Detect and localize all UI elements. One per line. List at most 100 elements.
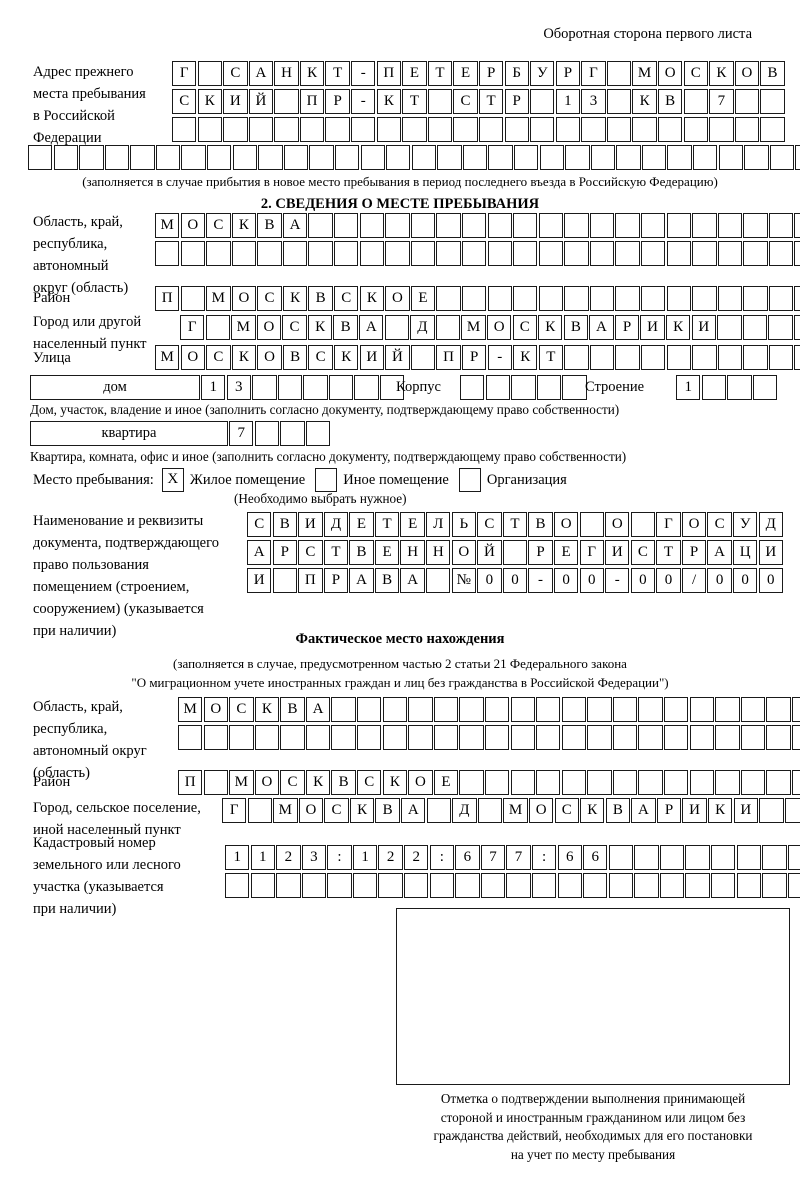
section2-region-row-1-cell-14[interactable]: [487, 213, 512, 238]
prev-address-row-1-cell-13[interactable]: Р: [478, 61, 504, 86]
prev-address-row-1-cell-1[interactable]: Г: [172, 61, 197, 86]
section2-city-row-cell-19[interactable]: И: [640, 315, 665, 340]
section2-street-row-cell-23[interactable]: [717, 345, 743, 370]
prev-address-row-4-cell-29[interactable]: [744, 145, 769, 170]
prev-address-row-1-cell-23[interactable]: О: [734, 61, 760, 86]
prev-address-row-2-cell-8[interactable]: -: [351, 89, 376, 114]
section2-district-row-cell-11[interactable]: Е: [410, 286, 436, 311]
prev-address-row-1-cell-21[interactable]: С: [683, 61, 708, 86]
house-number-cells-cell-1[interactable]: 1: [201, 375, 226, 400]
document-row-3-cell-19[interactable]: 0: [707, 568, 732, 593]
actual-region-row-2-cell-22[interactable]: [715, 725, 740, 750]
actual-city-row-cell-10[interactable]: Д: [452, 798, 477, 823]
cadastral-row-1-cell-23[interactable]: [787, 845, 800, 870]
actual-region-row-1-cell-8[interactable]: [357, 697, 382, 722]
section2-street-row-cell-21[interactable]: [666, 345, 691, 370]
prev-address-row-3-cell-17[interactable]: [581, 117, 606, 142]
prev-address-row-1-cell-12[interactable]: Е: [453, 61, 478, 86]
prev-address-row-2-cell-19[interactable]: К: [632, 89, 657, 114]
actual-region-row-2-cell-21[interactable]: [689, 725, 714, 750]
prev-address-row-3-cell-8[interactable]: [351, 117, 376, 142]
section2-street-row-cell-9[interactable]: И: [359, 345, 385, 370]
section2-city-row-cell-9[interactable]: [384, 315, 410, 340]
actual-region-row-2-cell-11[interactable]: [433, 725, 459, 750]
prev-address-row-2-cell-9[interactable]: К: [376, 89, 402, 114]
document-row-2-cell-2[interactable]: Р: [272, 540, 297, 565]
cadastral-row-1-cell-21[interactable]: [736, 845, 761, 870]
section2-street-row-cell-26[interactable]: [794, 345, 800, 370]
actual-district-row-cell-24[interactable]: [766, 770, 791, 795]
prev-address-row-1-cell-5[interactable]: Н: [274, 61, 299, 86]
prev-address-row-3-cell-22[interactable]: [709, 117, 734, 142]
section2-region-row-1-cell-7[interactable]: [308, 213, 333, 238]
document-row-1-cell-9[interactable]: Ь: [451, 512, 477, 537]
document-row-2-cell-18[interactable]: Р: [681, 540, 707, 565]
actual-region-row-2-cell-3[interactable]: [229, 725, 254, 750]
actual-city-row-cell-15[interactable]: К: [580, 798, 605, 823]
actual-region-row-2-cell-6[interactable]: [305, 725, 331, 750]
section2-district-row-cell-7[interactable]: В: [308, 286, 333, 311]
document-row-3-cell-21[interactable]: 0: [758, 568, 783, 593]
cadastral-row-2-cell-14[interactable]: [557, 873, 582, 898]
document-row-1-cell-3[interactable]: И: [298, 512, 323, 537]
actual-city-row-cell-22[interactable]: [759, 798, 784, 823]
prev-address-row-2-cell-23[interactable]: [734, 89, 760, 114]
section2-city-row-cell-7[interactable]: В: [333, 315, 358, 340]
cadastral-row-2-cell-15[interactable]: [583, 873, 608, 898]
actual-district-row-cell-13[interactable]: [484, 770, 510, 795]
prev-address-row-4-cell-1[interactable]: [28, 145, 53, 170]
document-row-1-cell-15[interactable]: О: [605, 512, 630, 537]
section2-region-row-1-cell-17[interactable]: [564, 213, 589, 238]
prev-address-row-3-cell-5[interactable]: [274, 117, 299, 142]
section2-district-row-cell-4[interactable]: О: [231, 286, 257, 311]
section2-region-row-2-cell-10[interactable]: [385, 241, 410, 266]
section2-district-row-cell-19[interactable]: [615, 286, 640, 311]
document-row-3-cell-15[interactable]: -: [605, 568, 630, 593]
prev-address-row-4-cell-23[interactable]: [590, 145, 616, 170]
cadastral-row-2-cell-20[interactable]: [710, 873, 736, 898]
prev-address-row-4-cell-15[interactable]: [386, 145, 411, 170]
section2-region-row-1-cell-23[interactable]: [717, 213, 743, 238]
actual-district-row-cell-4[interactable]: О: [254, 770, 280, 795]
prev-address-row-3-cell-20[interactable]: [657, 117, 683, 142]
prev-address-row-4-cell-8[interactable]: [207, 145, 232, 170]
document-row-1-cell-12[interactable]: В: [528, 512, 553, 537]
section2-street-row-cell-4[interactable]: К: [231, 345, 257, 370]
section2-region-row-2-cell-15[interactable]: [513, 241, 538, 266]
flat-number-cells-cell-4[interactable]: [305, 421, 331, 446]
actual-city-row-cell-9[interactable]: [426, 798, 452, 823]
actual-city-row-cell-7[interactable]: В: [375, 798, 400, 823]
prev-address-row-3-cell-16[interactable]: [555, 117, 581, 142]
section2-city-row-cell-16[interactable]: В: [563, 315, 589, 340]
actual-region-row-1-cell-11[interactable]: [433, 697, 459, 722]
section2-region-row-2-cell-17[interactable]: [564, 241, 589, 266]
section2-region-row-2-cell-16[interactable]: [538, 241, 564, 266]
cadastral-row-2-cell-16[interactable]: [608, 873, 634, 898]
section2-region-row-2-cell-24[interactable]: [743, 241, 768, 266]
actual-region-row-2-cell-4[interactable]: [254, 725, 280, 750]
document-row-3-cell-14[interactable]: 0: [579, 568, 604, 593]
section2-region-row-2-cell-22[interactable]: [692, 241, 717, 266]
section2-street-row-cell-24[interactable]: [743, 345, 768, 370]
actual-region-row-1-cell-1[interactable]: М: [178, 697, 203, 722]
section2-region-row-2-cell-8[interactable]: [334, 241, 359, 266]
cadastral-row-2-cell-5[interactable]: [327, 873, 352, 898]
cadastral-row-2-cell-1[interactable]: [225, 873, 250, 898]
section2-district-row-cell-1[interactable]: П: [155, 286, 180, 311]
document-row-2-cell-3[interactable]: С: [298, 540, 323, 565]
prev-address-row-2-cell-22[interactable]: 7: [709, 89, 734, 114]
document-row-2-cell-9[interactable]: О: [451, 540, 477, 565]
cadastral-row-1-cell-18[interactable]: [659, 845, 685, 870]
actual-district-row-cell-16[interactable]: [561, 770, 587, 795]
prev-address-row-1-cell-9[interactable]: П: [376, 61, 402, 86]
actual-region-row-1-cell-7[interactable]: [331, 697, 356, 722]
prev-address-row-4[interactable]: [28, 145, 800, 170]
prev-address-row-4-cell-21[interactable]: [539, 145, 564, 170]
document-row-2-cell-11[interactable]: [502, 540, 528, 565]
section2-city-row-cell-15[interactable]: К: [538, 315, 563, 340]
section2-street-row-cell-5[interactable]: О: [257, 345, 282, 370]
